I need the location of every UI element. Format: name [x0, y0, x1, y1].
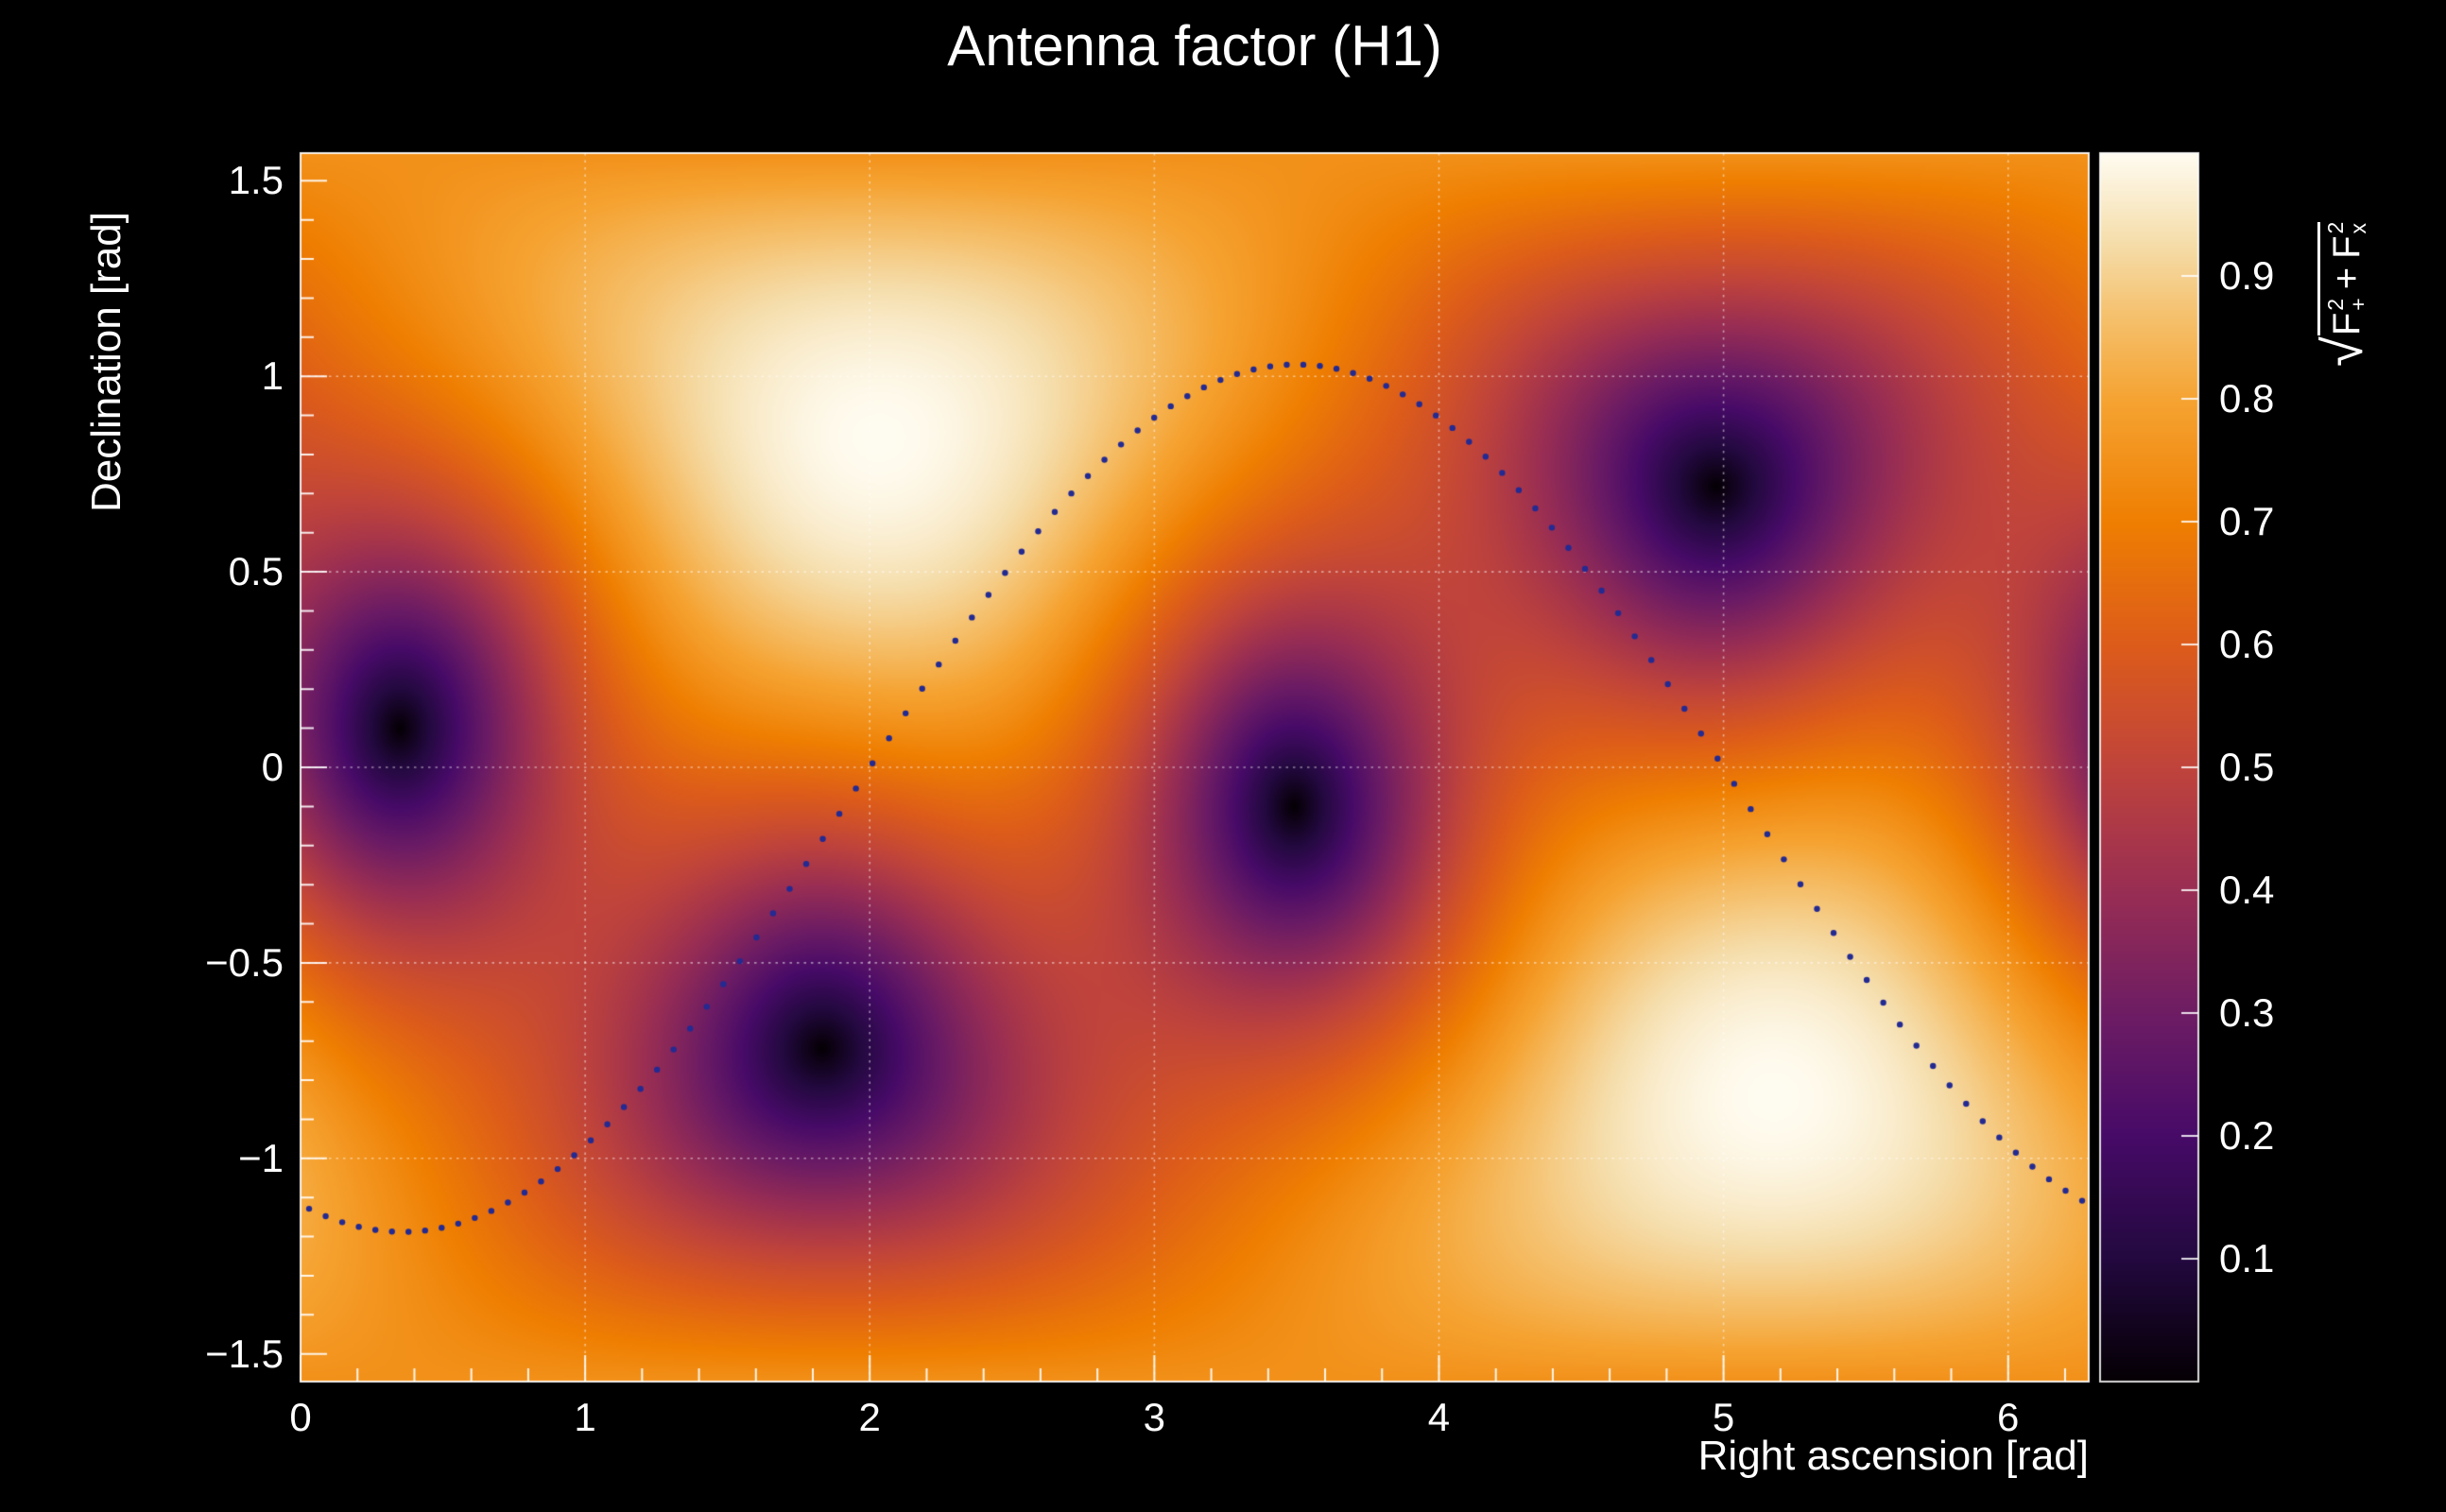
y-axis-tick-label: −1.5: [205, 1331, 284, 1376]
plus-operator: +: [2325, 266, 2368, 290]
x-axis-title: Right ascension [rad]: [1697, 1433, 2089, 1479]
fplus-sub: +: [2346, 298, 2371, 311]
colorbar-tick-label: 0.4: [2219, 868, 2275, 912]
y-axis-tick-label: 1: [261, 353, 284, 399]
fplus-scripts: 2 +: [2323, 298, 2371, 311]
colorbar-tick-label: 0.6: [2219, 622, 2275, 666]
radical-sign: √: [2312, 336, 2374, 367]
fcross-sub: x: [2346, 222, 2371, 234]
x-axis-tick-label: 1: [574, 1395, 596, 1439]
colorbar-tick-label: 0.8: [2219, 376, 2275, 421]
colorbar-tick-label: 0.1: [2219, 1236, 2275, 1280]
fcross-sup: 2: [2323, 221, 2348, 234]
colorbar-tick-label: 0.7: [2219, 499, 2275, 543]
colorbar-tick-label: 0.2: [2219, 1113, 2275, 1158]
colorbar-tick-label: 0.3: [2219, 990, 2275, 1035]
x-axis-tick-label: 4: [1427, 1395, 1451, 1439]
colorbar-title: √ F 2 + + F 2 x: [2312, 221, 2374, 367]
fcross-symbol: F: [2325, 235, 2368, 259]
fplus-sup: 2: [2323, 298, 2348, 311]
y-axis-tick-label: −0.5: [205, 939, 284, 985]
fplus-symbol: F: [2325, 312, 2368, 336]
y-axis-tick-label: 0: [261, 745, 284, 789]
x-axis-tick-label: 5: [1712, 1395, 1735, 1439]
x-axis-tick-label: 6: [1997, 1395, 2020, 1439]
y-axis-tick-label: 0.5: [228, 549, 284, 594]
y-axis-tick-label: 1.5: [228, 158, 284, 203]
x-axis-tick-label: 0: [289, 1395, 312, 1439]
y-axis-tick-label: −1: [238, 1135, 284, 1180]
colorbar-title-formula: F 2 + + F 2 x: [2317, 221, 2371, 336]
x-axis-tick-label: 2: [858, 1395, 881, 1439]
colorbar-tick-label: 0.9: [2219, 253, 2275, 298]
colorbar-tick-label: 0.5: [2219, 745, 2275, 789]
x-axis-tick-label: 3: [1143, 1395, 1166, 1439]
